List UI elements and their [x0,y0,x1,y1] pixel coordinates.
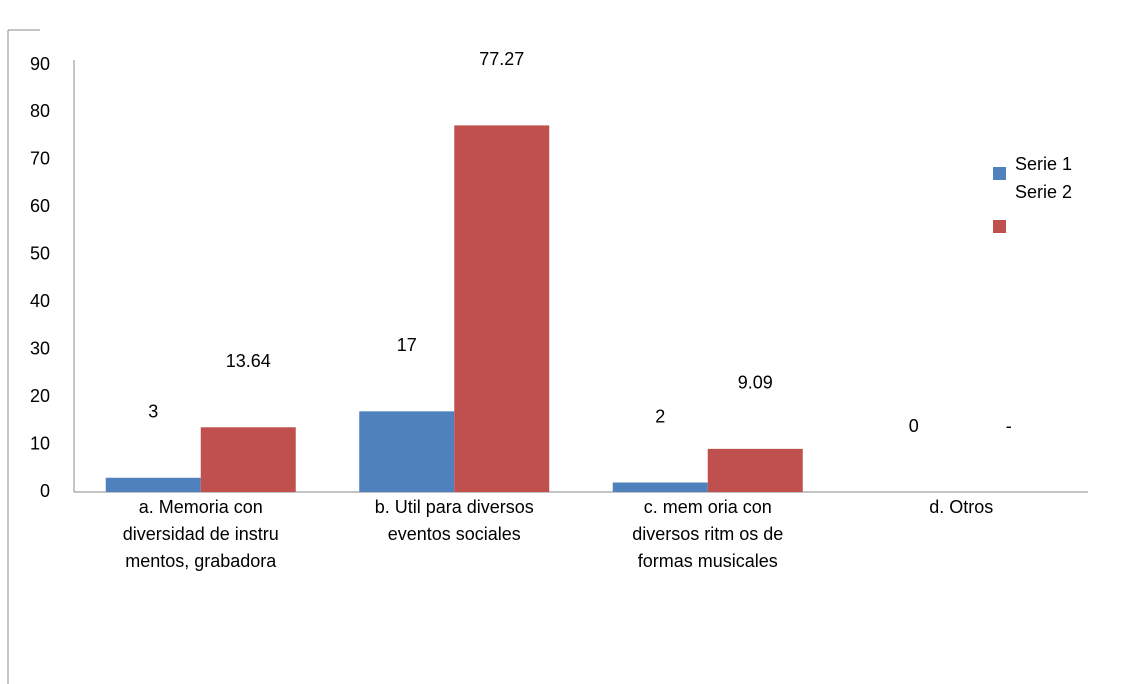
data-label: 0 [909,416,919,436]
legend-label: Serie 2 [1015,182,1072,202]
y-tick-label: 0 [40,481,50,501]
y-tick-label: 20 [30,386,50,406]
bar [707,448,803,492]
data-label: 3 [148,402,158,422]
bar [454,125,550,492]
x-tick-label: b. Util para diversos eventos sociales [374,497,534,544]
bar [200,427,296,492]
data-label: 17 [397,335,417,355]
y-tick-label: 60 [30,196,50,216]
y-tick-label: 40 [30,291,50,311]
legend-label: Serie 1 [1015,154,1072,174]
y-tick-label: 90 [30,54,50,74]
data-label: 9.09 [738,373,773,393]
data-label: 2 [655,406,665,426]
y-tick-label: 10 [30,433,50,453]
data-label: - [1006,416,1012,436]
bar [105,477,201,492]
x-tick-label: d. Otros [929,497,994,517]
bar [359,411,455,492]
data-label: 13.64 [226,351,271,371]
x-tick-label: a. Memoria con diversidad de instru ment… [122,497,279,571]
y-tick-label: 80 [30,101,50,121]
legend-swatch [993,167,1006,180]
x-tick-label: c. mem oria con diversos ritm os de form… [632,497,784,571]
y-tick-label: 30 [30,338,50,358]
y-tick-label: 50 [30,244,50,264]
legend-swatch [993,220,1006,233]
bar [612,482,708,492]
data-label: 77.27 [479,49,524,69]
y-tick-label: 70 [30,149,50,169]
